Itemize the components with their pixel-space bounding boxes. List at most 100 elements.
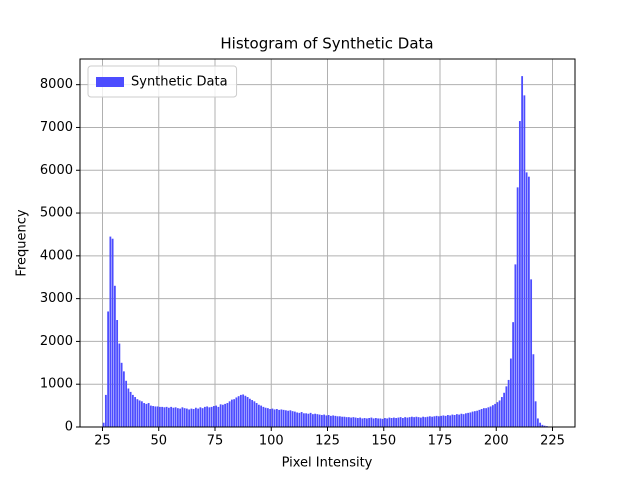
bar	[431, 417, 433, 427]
bar	[195, 408, 197, 427]
bar	[121, 363, 123, 427]
bar	[393, 418, 395, 427]
bar	[379, 418, 381, 427]
bar	[438, 416, 440, 427]
bar	[391, 418, 393, 427]
bar	[532, 354, 534, 427]
x-tick-label: 175	[428, 434, 453, 449]
bar	[139, 400, 141, 427]
bar	[442, 415, 444, 427]
y-axis-label: Frequency	[15, 209, 30, 276]
bar	[114, 286, 116, 427]
bar	[249, 399, 251, 427]
bar	[402, 418, 404, 427]
bar	[262, 407, 264, 427]
bar	[271, 409, 273, 427]
bar	[211, 407, 213, 427]
bar	[141, 401, 143, 427]
bar	[485, 408, 487, 427]
y-tick-label: 8000	[40, 77, 73, 92]
bar	[289, 410, 291, 427]
bar	[305, 413, 307, 427]
bar	[292, 411, 294, 427]
y-tick-label: 0	[65, 420, 73, 435]
bar	[204, 407, 206, 427]
bar	[157, 406, 159, 427]
bar	[420, 418, 422, 427]
bar	[148, 403, 150, 427]
bar	[373, 418, 375, 427]
bar	[321, 415, 323, 427]
bar	[355, 418, 357, 427]
bar	[217, 407, 219, 427]
bar	[118, 344, 120, 427]
bar	[400, 417, 402, 427]
bar	[535, 401, 537, 427]
bar	[521, 76, 523, 427]
bar	[510, 359, 512, 427]
bar	[445, 416, 447, 427]
bar	[181, 407, 183, 427]
y-tick-label: 5000	[40, 206, 73, 221]
bar	[240, 395, 242, 427]
bar	[152, 406, 154, 427]
bar	[451, 415, 453, 427]
bar	[350, 418, 352, 427]
bar	[172, 408, 174, 427]
bar	[413, 417, 415, 427]
bar	[280, 409, 282, 427]
bar	[226, 403, 228, 427]
bar	[539, 423, 541, 427]
bar	[278, 410, 280, 427]
bar	[368, 418, 370, 427]
bar	[244, 396, 246, 427]
bar	[447, 415, 449, 427]
bar	[330, 416, 332, 427]
bar	[458, 415, 460, 427]
bar	[258, 405, 260, 427]
bar	[519, 121, 521, 427]
bar	[454, 415, 456, 427]
bar	[514, 264, 516, 427]
bar	[267, 408, 269, 427]
bar	[314, 414, 316, 427]
y-tick-label: 3000	[40, 291, 73, 306]
bar	[476, 411, 478, 427]
bar	[109, 237, 111, 427]
bar	[483, 408, 485, 427]
bar	[127, 388, 129, 427]
bar	[186, 409, 188, 427]
bar	[467, 413, 469, 427]
bar	[276, 409, 278, 427]
bar	[449, 415, 451, 427]
bar	[166, 407, 168, 427]
bar	[478, 410, 480, 427]
bar	[386, 418, 388, 427]
bar	[310, 413, 312, 427]
bar	[163, 407, 165, 427]
bar	[346, 417, 348, 427]
x-tick-label: 200	[484, 434, 509, 449]
bar	[197, 409, 199, 427]
x-tick-label: 125	[315, 434, 340, 449]
bar	[105, 395, 107, 427]
bar	[397, 418, 399, 427]
bar	[301, 412, 303, 427]
y-tick-label: 1000	[40, 377, 73, 392]
x-axis-label: Pixel Intensity	[282, 456, 373, 471]
bar	[179, 409, 181, 427]
bar	[494, 404, 496, 427]
bar	[253, 401, 255, 427]
bar	[319, 415, 321, 427]
bar	[499, 400, 501, 427]
bar	[145, 404, 147, 427]
bar	[517, 187, 519, 427]
bar	[242, 394, 244, 427]
bar	[285, 410, 287, 427]
bar	[265, 408, 267, 427]
bar	[199, 407, 201, 427]
bar	[116, 320, 118, 427]
bar	[337, 416, 339, 427]
bar	[251, 400, 253, 427]
bar	[427, 417, 429, 427]
